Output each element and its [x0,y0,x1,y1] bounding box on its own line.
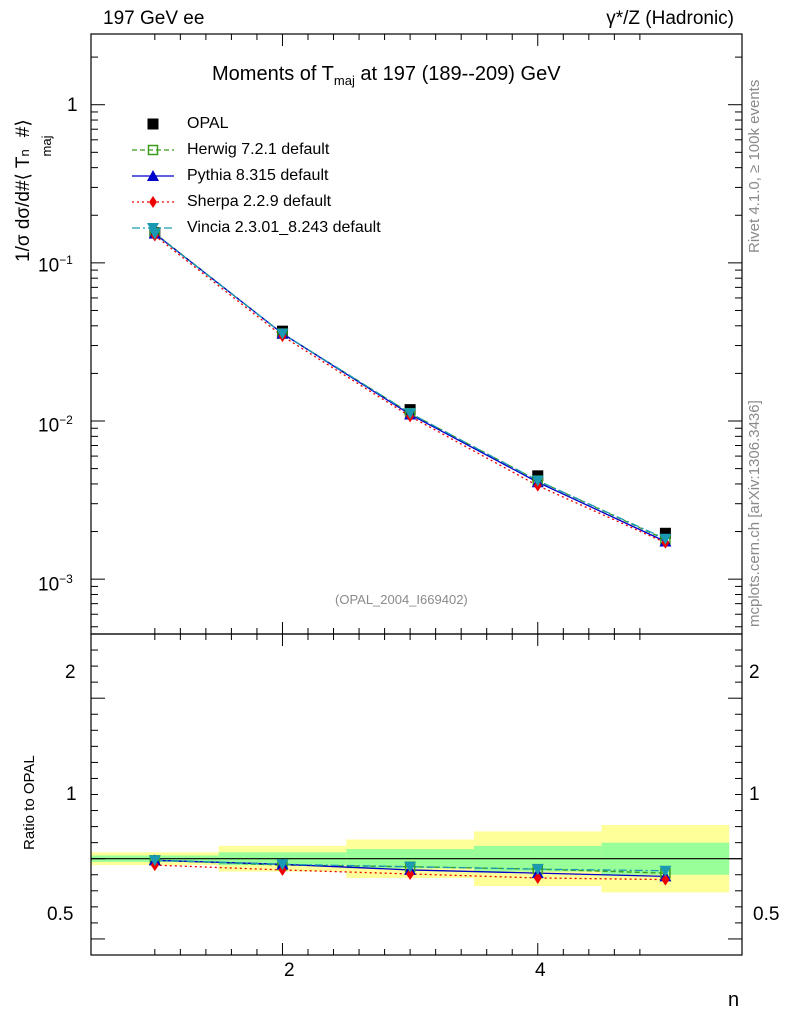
data-point [659,533,672,545]
x-tick-label: 4 [535,960,546,981]
data-point [659,527,671,539]
ratio-data-point [661,873,670,886]
ratio-data-point [531,864,544,876]
y-tick-label-ratio-right: 2 [749,662,760,683]
ratio-uncertainty-bands [91,824,742,893]
main-series-markers [148,227,672,549]
legend-marker [147,223,159,234]
x-tick-label: 2 [284,960,295,981]
y-tick-label-main: 1 [67,95,78,116]
ratio-y-axis-label: Ratio to OPAL [21,755,38,850]
analysis-id-label: (OPAL_2004_I669402) [335,592,468,607]
ratio-data-point [533,871,542,884]
ratio-data-point [659,865,672,877]
ratio-panel-frame [90,633,743,956]
x-axis-label: n [728,989,740,1011]
ratio-data-point [404,861,417,873]
legend-label: Vincia 2.3.01_8.243 default [187,219,381,236]
ratio-series-line [154,859,666,872]
chart-title: Moments of Tmaj at 197 (189--209) GeV [212,63,561,88]
ratio-series-line [154,859,666,874]
legend-marker [147,170,159,181]
y-tick-label-ratio: 0.5 [47,904,74,925]
y-tick-label-main: 10−1 [38,253,73,277]
series-line [154,234,666,544]
y-tick-label-ratio-right: 0.5 [753,904,780,925]
y-tick-label-main: 10−2 [38,413,73,437]
series-line [154,233,666,540]
ratio-data-point [406,867,415,880]
header-right-label: γ*/Z (Hadronic) [606,8,734,29]
data-point [531,475,544,487]
main-series-lines [154,232,666,544]
series-line [154,233,666,543]
y-tick-label-ratio: 2 [65,662,76,683]
y-tick-label-ratio: 1 [66,784,77,805]
rivet-version-label: Rivet 4.1.0, ≥ 100k events [746,79,763,253]
legend [132,118,174,234]
series-line [154,232,666,541]
data-point [404,408,417,420]
legend-label: OPAL [187,115,229,132]
ratio-series-markers [148,854,672,886]
mcplots-label: mcplots.cern.ch [arXiv:1306.3436] [746,400,763,627]
y-tick-label-main: 10−3 [38,572,73,596]
ratio-data-point [148,855,161,867]
legend-label: Sherpa 2.2.9 default [187,193,332,210]
axis-ticks [91,34,742,955]
legend-label: Pythia 8.315 default [187,167,329,184]
legend-label: Herwig 7.2.1 default [187,141,330,158]
data-point [276,328,289,340]
header-left-label: 197 GeV ee [103,8,205,29]
ratio-data-point [276,859,289,871]
legend-marker [147,144,159,156]
legend-marker [149,196,157,208]
y-tick-label-ratio-right: 1 [749,784,760,805]
legend-marker [147,118,159,130]
